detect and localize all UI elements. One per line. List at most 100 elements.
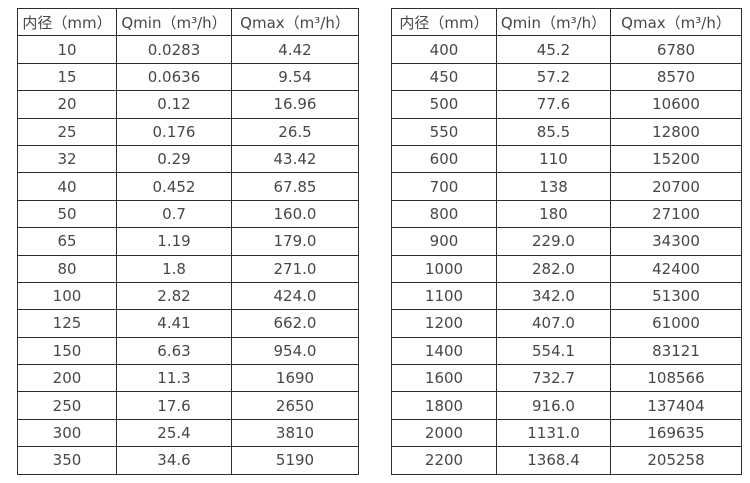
- table-cell: 407.0: [496, 309, 611, 338]
- table-cell: 2.82: [116, 281, 232, 311]
- table-cell: 17.6: [116, 391, 232, 420]
- table-cell: 150: [17, 336, 117, 366]
- table-cell: 100: [17, 281, 117, 311]
- table-cell: 500: [391, 90, 497, 119]
- table-row: 700 138 20700: [391, 172, 742, 201]
- table-cell: 0.176: [116, 117, 232, 146]
- table-row: 1100 342.0 51300: [391, 281, 742, 311]
- table-cell: 45.2: [496, 35, 611, 64]
- table-cell: 25: [17, 117, 117, 146]
- flow-rate-table-small-diameters: 内径（mm） Qmin（m³/h） Qmax（m³/h） 10 0.0283 4.4…: [17, 7, 359, 475]
- table-cell: 2000: [391, 418, 497, 448]
- table-row: 2000 1131.0 169635: [391, 418, 742, 448]
- table-row: 550 85.5 12800: [391, 117, 742, 146]
- table-cell: 1000: [391, 254, 497, 283]
- table-cell: 0.29: [116, 144, 232, 174]
- table-cell: 9.54: [231, 62, 359, 92]
- table-row: 65 1.19 179.0: [17, 227, 359, 256]
- table-cell: 250: [17, 391, 117, 420]
- table-row: 2200 1368.4 205258: [391, 446, 742, 475]
- table-cell: 732.7: [496, 364, 611, 393]
- table-row: 25 0.176 26.5: [17, 117, 359, 146]
- table-cell: 700: [391, 172, 497, 201]
- table-cell: 1200: [391, 309, 497, 338]
- table-cell: 550: [391, 117, 497, 146]
- table-cell: 300: [17, 418, 117, 448]
- table-cell: 0.0636: [116, 62, 232, 92]
- table-cell: 954.0: [231, 336, 359, 366]
- table-cell: 51300: [610, 281, 742, 311]
- table-cell: 12800: [610, 117, 742, 146]
- table-cell: 400: [391, 35, 497, 64]
- table-cell: 2200: [391, 446, 497, 475]
- table-row: 1200 407.0 61000: [391, 309, 742, 338]
- table-cell: 16.96: [231, 90, 359, 119]
- table-cell: 1368.4: [496, 446, 611, 475]
- table-cell: 40: [17, 172, 117, 201]
- table-cell: 900: [391, 227, 497, 256]
- table-cell: 662.0: [231, 309, 359, 338]
- table-cell: 138: [496, 172, 611, 201]
- table-row: 350 34.6 5190: [17, 446, 359, 475]
- table-row: 40 0.452 67.85: [17, 172, 359, 201]
- table-cell: 10600: [610, 90, 742, 119]
- table-cell: 20700: [610, 172, 742, 201]
- table-cell: 6.63: [116, 336, 232, 366]
- table-cell: 26.5: [231, 117, 359, 146]
- table-cell: 3810: [231, 418, 359, 448]
- table-cell: 4.41: [116, 309, 232, 338]
- table-row: 1600 732.7 108566: [391, 364, 742, 393]
- table-cell: 137404: [610, 391, 742, 420]
- header-qmax: Qmax（m³/h）: [610, 7, 742, 37]
- table-cell: 1131.0: [496, 418, 611, 448]
- table-row: 1000 282.0 42400: [391, 254, 742, 283]
- table-cell: 110: [496, 144, 611, 174]
- table-cell: 1.19: [116, 227, 232, 256]
- table-row: 150 6.63 954.0: [17, 336, 359, 366]
- table-row: 1400 554.1 83121: [391, 336, 742, 366]
- table-cell: 57.2: [496, 62, 611, 92]
- table-cell: 180: [496, 199, 611, 229]
- table-cell: 0.0283: [116, 35, 232, 64]
- table-cell: 65: [17, 227, 117, 256]
- table-cell: 43.42: [231, 144, 359, 174]
- header-inner-diameter: 内径（mm）: [17, 7, 117, 37]
- table-cell: 2650: [231, 391, 359, 420]
- table-cell: 27100: [610, 199, 742, 229]
- table-cell: 15: [17, 62, 117, 92]
- table-row: 900 229.0 34300: [391, 227, 742, 256]
- table-cell: 169635: [610, 418, 742, 448]
- table-cell: 1690: [231, 364, 359, 393]
- table-cell: 83121: [610, 336, 742, 366]
- table-cell: 20: [17, 90, 117, 119]
- table-cell: 350: [17, 446, 117, 475]
- table-row: 15 0.0636 9.54: [17, 62, 359, 92]
- table-cell: 8570: [610, 62, 742, 92]
- table-cell: 229.0: [496, 227, 611, 256]
- table-row: 300 25.4 3810: [17, 418, 359, 448]
- table-cell: 11.3: [116, 364, 232, 393]
- table-cell: 554.1: [496, 336, 611, 366]
- table-row: 250 17.6 2650: [17, 391, 359, 420]
- table-cell: 6780: [610, 35, 742, 64]
- table-row: 80 1.8 271.0: [17, 254, 359, 283]
- table-cell: 42400: [610, 254, 742, 283]
- table-row: 1800 916.0 137404: [391, 391, 742, 420]
- header-qmin: Qmin（m³/h）: [496, 7, 611, 37]
- table-cell: 108566: [610, 364, 742, 393]
- table-cell: 916.0: [496, 391, 611, 420]
- table-row: 450 57.2 8570: [391, 62, 742, 92]
- table-cell: 50: [17, 199, 117, 229]
- table-cell: 32: [17, 144, 117, 174]
- table-cell: 34.6: [116, 446, 232, 475]
- table-row: 32 0.29 43.42: [17, 144, 359, 174]
- table-cell: 15200: [610, 144, 742, 174]
- table-row: 400 45.2 6780: [391, 35, 742, 64]
- table-cell: 34300: [610, 227, 742, 256]
- table-cell: 25.4: [116, 418, 232, 448]
- flow-rate-table-large-diameters: 内径（mm） Qmin（m³/h） Qmax（m³/h） 400 45.2 6780…: [391, 7, 742, 475]
- table-row: 100 2.82 424.0: [17, 281, 359, 311]
- table-cell: 342.0: [496, 281, 611, 311]
- table-row: 20 0.12 16.96: [17, 90, 359, 119]
